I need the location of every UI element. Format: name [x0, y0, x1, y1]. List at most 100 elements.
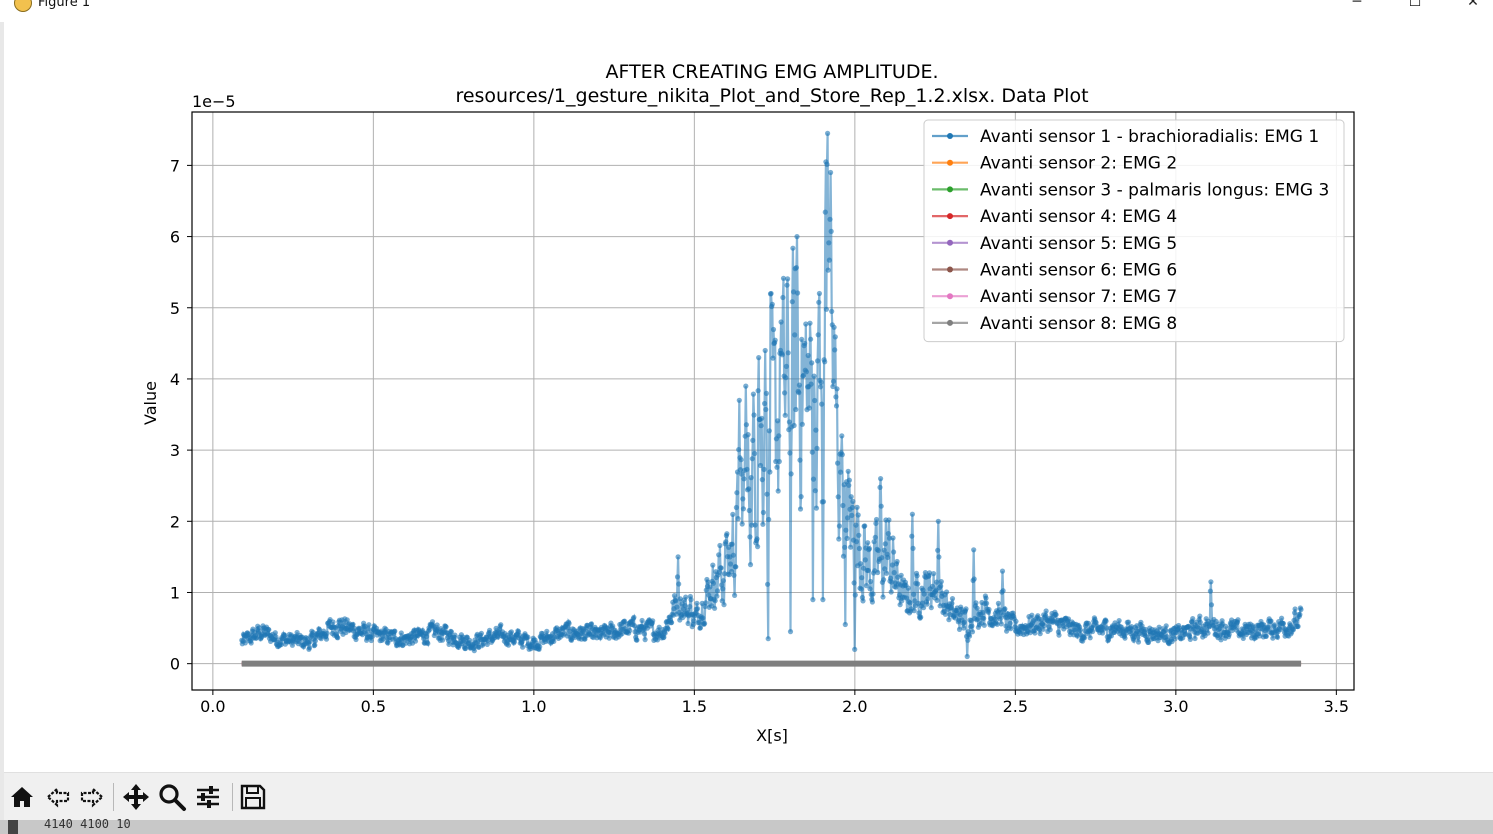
- data-point: [1292, 610, 1298, 616]
- close-button[interactable]: ✕: [1467, 0, 1479, 10]
- data-point: [842, 544, 848, 550]
- data-point: [911, 591, 917, 597]
- data-point: [588, 621, 595, 627]
- data-point: [920, 587, 926, 593]
- data-point: [829, 308, 835, 314]
- configure-subplots-button[interactable]: [192, 781, 224, 813]
- data-point: [849, 504, 856, 511]
- data-point: [1090, 628, 1096, 635]
- back-button[interactable]: [42, 781, 74, 813]
- data-point: [1145, 639, 1152, 646]
- data-point: [792, 332, 798, 338]
- data-point: [827, 216, 833, 222]
- home-button[interactable]: [6, 781, 38, 813]
- data-point: [1116, 618, 1122, 624]
- data-point: [747, 562, 754, 568]
- data-point: [743, 383, 749, 389]
- data-point: [733, 564, 739, 570]
- data-point: [762, 400, 768, 407]
- data-point: [761, 466, 767, 472]
- data-point: [642, 637, 648, 643]
- y-tick-label: 0: [170, 655, 180, 674]
- magnifier-icon: [159, 784, 186, 811]
- x-axis-label: X[s]: [756, 726, 788, 745]
- forward-button[interactable]: [76, 781, 108, 813]
- data-point: [1100, 630, 1106, 636]
- legend-label: Avanti sensor 6: EMG 6: [980, 261, 1177, 281]
- data-point: [702, 620, 708, 627]
- data-point: [769, 301, 775, 307]
- data-point: [1172, 636, 1178, 642]
- y-tick-label: 2: [170, 512, 180, 531]
- data-point: [749, 456, 755, 462]
- maximize-button[interactable]: ☐: [1408, 0, 1422, 10]
- data-point: [1187, 636, 1193, 643]
- data-point: [859, 575, 865, 581]
- data-point: [975, 616, 981, 622]
- data-point: [787, 450, 793, 456]
- data-point: [776, 458, 782, 465]
- data-point: [737, 467, 744, 473]
- data-point: [1279, 615, 1285, 621]
- data-point: [717, 542, 723, 549]
- save-button[interactable]: [237, 781, 269, 813]
- background-text: 4140 4100 10: [44, 817, 131, 831]
- data-point: [981, 622, 987, 628]
- data-point: [759, 415, 765, 421]
- data-point: [891, 570, 897, 576]
- data-point: [879, 555, 885, 561]
- axes-frame: [191, 111, 1355, 691]
- legend-marker: [947, 133, 953, 139]
- legend-marker: [947, 293, 953, 300]
- data-point: [783, 363, 790, 369]
- y-scale-label: 1e−5: [192, 92, 236, 111]
- data-point: [746, 486, 752, 492]
- data-point: [921, 605, 927, 611]
- data-point: [365, 626, 371, 632]
- data-point: [712, 605, 718, 611]
- data-point: [1000, 588, 1006, 594]
- data-point: [1081, 635, 1087, 641]
- data-point: [998, 621, 1004, 627]
- data-point: [1002, 606, 1008, 612]
- x-tick-label: 3.0: [1163, 697, 1188, 716]
- data-point: [1207, 588, 1213, 594]
- data-point: [1274, 634, 1281, 640]
- data-point: [716, 552, 722, 558]
- data-point: [696, 620, 702, 626]
- data-point: [925, 596, 931, 602]
- background-window-strip: 4140 4100 10: [0, 817, 1493, 834]
- data-point: [971, 547, 977, 553]
- data-point: [883, 570, 890, 576]
- data-point: [730, 511, 736, 517]
- x-tick-label: 0.0: [200, 697, 225, 716]
- data-point: [779, 352, 785, 358]
- data-point: [935, 547, 941, 553]
- data-point: [729, 541, 735, 547]
- data-point: [707, 584, 713, 590]
- data-point: [478, 630, 484, 637]
- data-point: [1298, 606, 1304, 613]
- data-point: [984, 600, 990, 606]
- data-point: [266, 627, 272, 633]
- data-point: [424, 633, 430, 640]
- data-point: [931, 571, 937, 577]
- data-point: [865, 567, 871, 574]
- data-point: [770, 326, 777, 333]
- data-point: [785, 350, 791, 356]
- data-point: [1218, 637, 1224, 643]
- data-point: [772, 337, 778, 343]
- data-point: [832, 334, 838, 340]
- data-point: [924, 601, 930, 607]
- data-point: [780, 294, 786, 301]
- figure-canvas: AFTER CREATING EMG AMPLITUDE. resources/…: [4, 22, 1493, 772]
- data-point: [703, 600, 709, 606]
- pan-button[interactable]: [120, 781, 152, 813]
- data-point: [1032, 630, 1038, 636]
- data-point: [810, 597, 816, 603]
- y-tick-label: 4: [170, 370, 180, 389]
- data-point: [836, 536, 842, 542]
- zoom-button[interactable]: [156, 781, 188, 813]
- data-point: [448, 629, 454, 635]
- minimize-button[interactable]: ─: [1352, 0, 1362, 10]
